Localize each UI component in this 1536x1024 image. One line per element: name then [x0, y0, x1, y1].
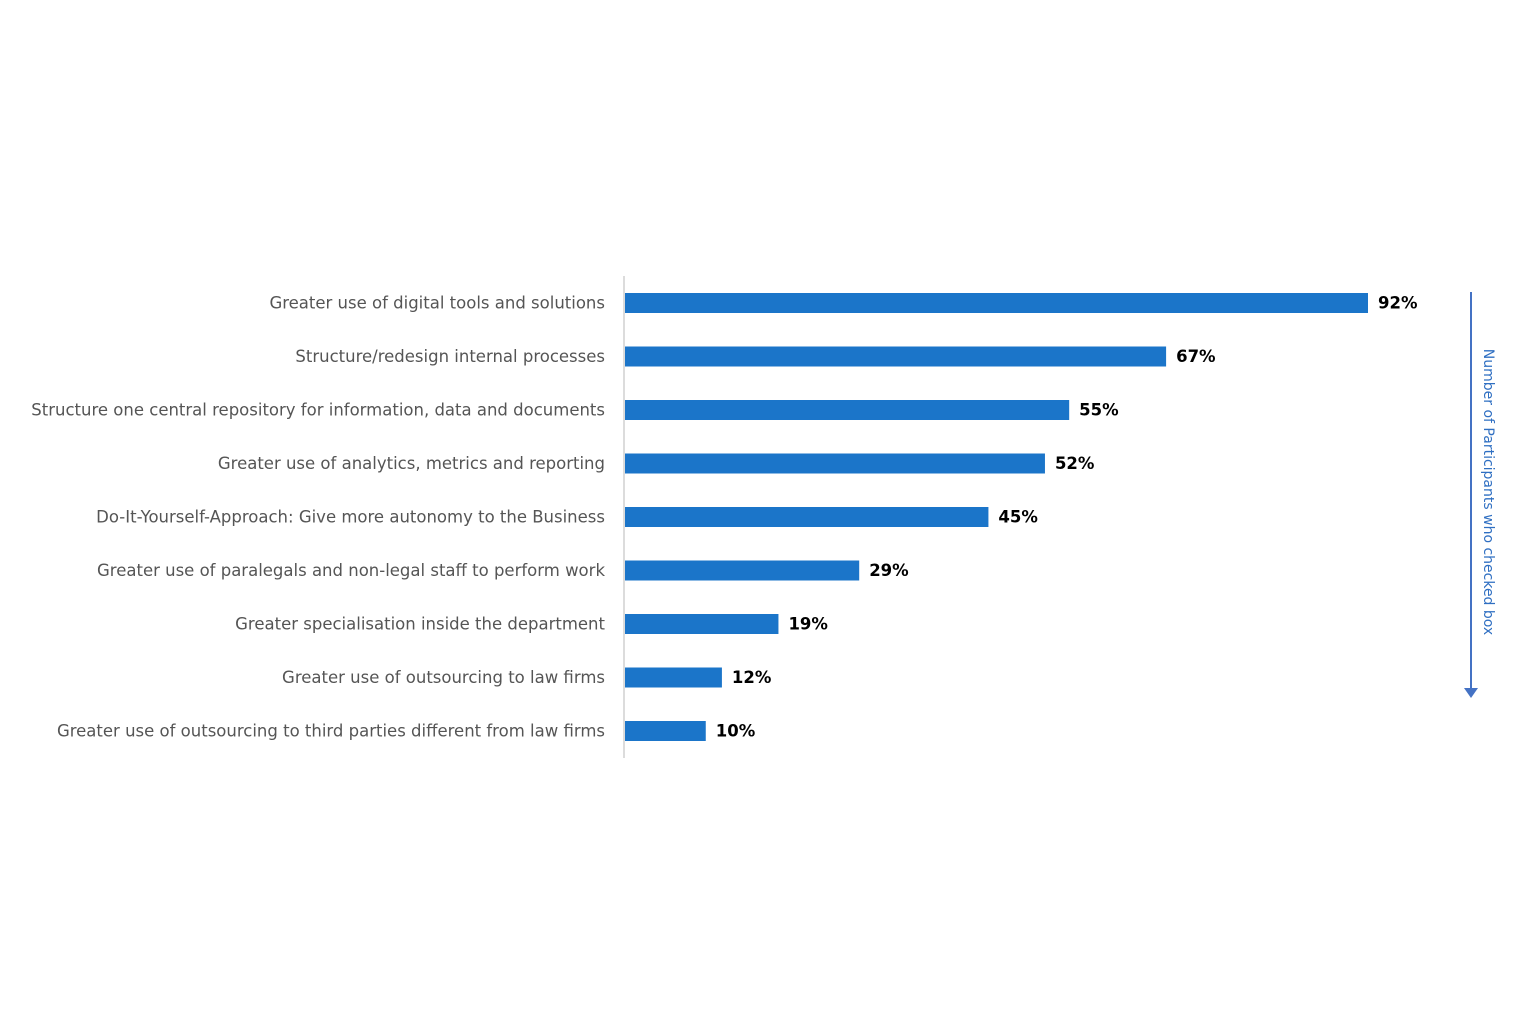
participants-annotation: Number of Participants who checked box — [1464, 292, 1496, 698]
bar — [625, 721, 706, 741]
value-label: 52% — [1055, 454, 1095, 473]
category-label: Greater specialisation inside the depart… — [235, 615, 605, 634]
bar — [625, 614, 779, 634]
category-label: Greater use of outsourcing to third part… — [57, 722, 605, 741]
category-label: Greater use of digital tools and solutio… — [269, 294, 605, 313]
category-labels-group: Greater use of digital tools and solutio… — [31, 294, 605, 741]
bar — [625, 507, 989, 527]
category-label: Do-It-Yourself-Approach: Give more auton… — [96, 508, 605, 527]
value-labels-group: 92% 67% 55% 52% 45% 29% 19% 12% 10% — [716, 294, 1418, 741]
category-label: Greater use of analytics, metrics and re… — [218, 454, 605, 473]
category-label: Structure/redesign internal processes — [295, 347, 605, 366]
bar — [625, 346, 1167, 367]
value-label: 19% — [788, 615, 828, 634]
value-label: 45% — [998, 508, 1038, 527]
value-label: 67% — [1176, 347, 1216, 366]
bar — [625, 293, 1368, 313]
value-label: 92% — [1378, 294, 1418, 313]
bar — [625, 560, 860, 581]
value-label: 55% — [1079, 401, 1119, 420]
category-label: Structure one central repository for inf… — [31, 401, 605, 420]
bar — [625, 400, 1070, 420]
value-label: 10% — [716, 722, 756, 741]
bar — [625, 453, 1045, 474]
value-label: 12% — [732, 668, 772, 687]
bars-group — [625, 293, 1368, 741]
side-annotation-label: Number of Participants who checked box — [1480, 349, 1496, 635]
category-label: Greater use of paralegals and non-legal … — [97, 561, 605, 580]
bar — [625, 667, 722, 688]
category-label: Greater use of outsourcing to law firms — [282, 668, 605, 687]
value-label: 29% — [869, 561, 909, 580]
down-arrow-icon — [1464, 688, 1478, 698]
